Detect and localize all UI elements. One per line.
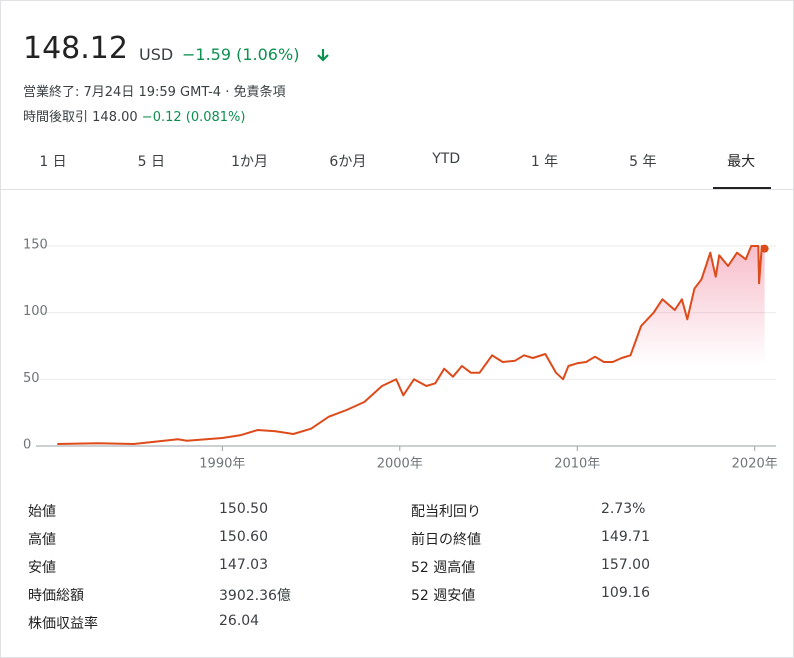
stat-label: 時価総額	[28, 588, 84, 604]
tab-underline	[713, 187, 772, 190]
y-tick-label: 50	[23, 371, 40, 386]
disclaimer-link[interactable]: 免責条項	[233, 85, 286, 100]
x-tick-label: 2020年	[732, 457, 778, 472]
divider	[1, 189, 793, 190]
stat-label: 52 週安値	[411, 588, 476, 604]
down-arrow	[317, 49, 329, 62]
change: −1.59 (1.06%)	[182, 45, 300, 64]
status: 営業終了: 7月24日 19:59 GMT-4	[23, 85, 222, 100]
area	[57, 246, 765, 446]
stat-label: 高値	[28, 532, 56, 548]
stat-value: 26.04	[219, 613, 260, 629]
y-tick-label: 100	[23, 304, 48, 319]
range-tab[interactable]: 1 年	[530, 154, 559, 170]
x-tick-label: 1990年	[199, 457, 245, 472]
after-hours-price: 148.00	[92, 110, 138, 125]
stat-value: 3902.36億	[219, 588, 291, 604]
x-tick-label: 2010年	[554, 457, 600, 472]
stat-label: 始値	[28, 504, 56, 520]
x-tick-label: 2000年	[377, 457, 423, 472]
stat-value: 2.73%	[601, 501, 646, 517]
stat-label: 前日の終値	[411, 532, 481, 548]
price-line	[57, 245, 766, 445]
stat-value: 147.03	[219, 557, 268, 573]
range-tab[interactable]: 5 年	[629, 154, 657, 170]
chart: 0 50 100 150 1990年 2000年 2010年 2020年	[23, 238, 778, 472]
range-tab[interactable]: 1 日	[39, 154, 67, 170]
y-tick-label: 0	[23, 438, 31, 453]
stat-label: 株価収益率	[28, 616, 98, 632]
stat-label: 52 週高値	[411, 560, 476, 576]
stat-value: 150.50	[219, 501, 268, 517]
stat-label: 安値	[28, 560, 56, 576]
currency: USD	[139, 45, 174, 64]
stat-value: 109.16	[601, 585, 650, 601]
range-tab[interactable]: YTD	[432, 151, 461, 167]
stat-value: 149.71	[601, 529, 650, 545]
stat-value: 150.60	[219, 529, 268, 545]
stat-value: 157.00	[601, 557, 650, 573]
range-tab[interactable]: 最大	[727, 154, 756, 170]
stat-label: 配当利回り	[411, 504, 481, 520]
range-tab[interactable]: 5 日	[137, 154, 165, 170]
price: 148.12	[23, 31, 128, 66]
after-hours-change: −0.12 (0.081%)	[141, 110, 246, 125]
range-tab[interactable]: 6か月	[329, 154, 367, 170]
y-tick-label: 150	[23, 238, 48, 253]
separator: ·	[225, 85, 230, 100]
end-dot	[760, 244, 769, 253]
range-tab[interactable]: 1か月	[231, 154, 269, 170]
after-hours-label: 時間後取引	[23, 110, 89, 125]
